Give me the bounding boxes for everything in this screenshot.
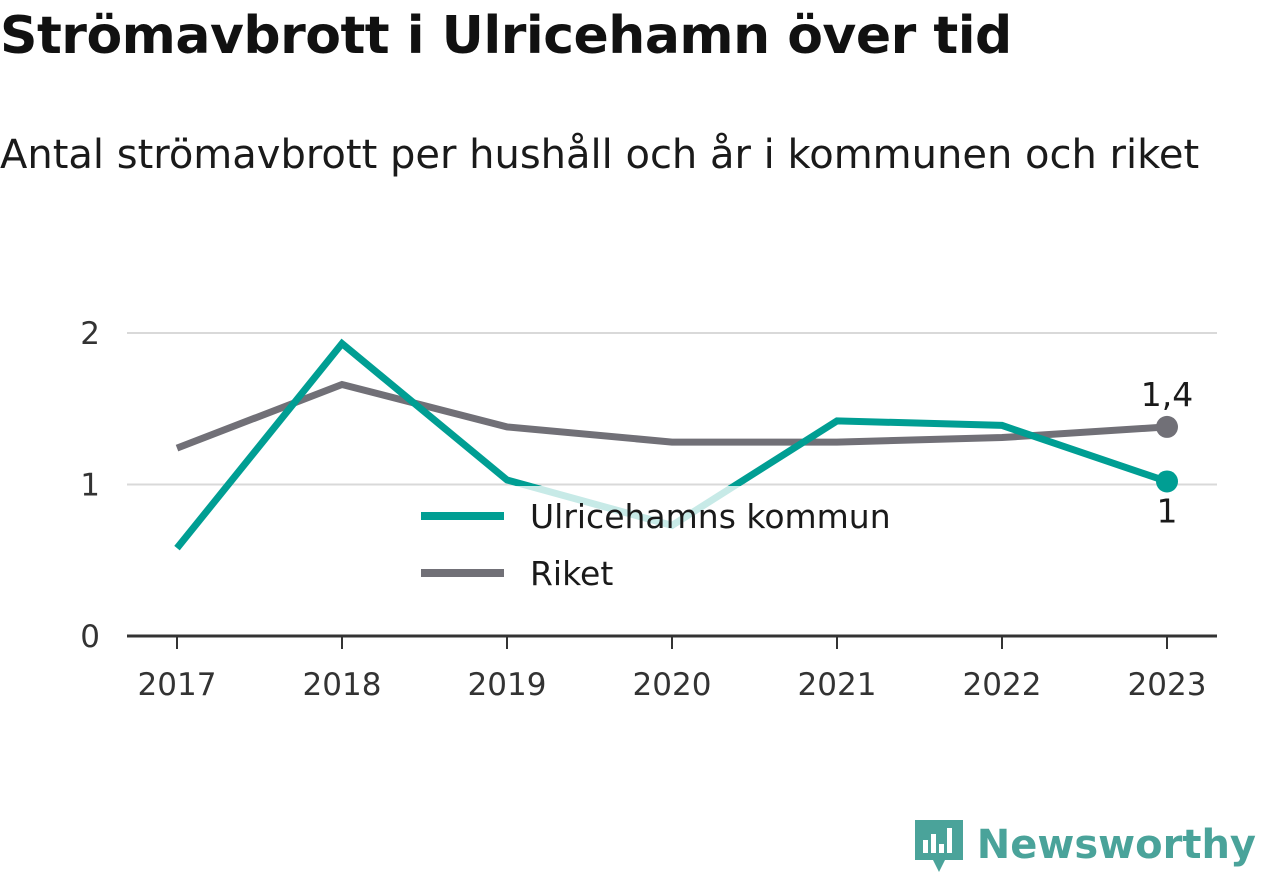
x-tick-label: 2017 [138,667,217,703]
newsworthy-logo-icon [914,820,963,872]
x-axis: 2017 2018 2019 2020 2021 2022 2023 [138,636,1207,703]
x-tick-label: 2018 [303,667,382,703]
series-line-riket [175,380,1168,452]
end-point-label: 1,4 [1141,375,1193,414]
legend: Ulricehamns kommun Riket [412,486,932,598]
legend-label: Ulricehamns kommun [530,497,891,536]
y-axis-ticks: 0 1 2 [80,316,100,655]
y-tick-label: 2 [80,316,100,352]
x-tick-label: 2022 [963,667,1042,703]
end-point-label: 1 [1157,491,1178,530]
chart-subtitle: Antal strömavbrott per hushåll och år i … [0,132,1200,178]
newsworthy-logo: Newsworthy [913,819,1256,872]
x-tick-label: 2023 [1128,667,1207,703]
legend-label: Riket [530,554,613,593]
legend-background-box [412,486,932,598]
end-point-marker [1156,470,1178,493]
y-tick-label: 0 [80,619,100,655]
x-tick-label: 2020 [633,667,712,703]
x-tick-label: 2021 [798,667,877,703]
newsworthy-logo-text: Newsworthy [976,822,1256,868]
x-tick-label: 2019 [468,667,547,703]
chart-title: Strömavbrott i Ulricehamn över tid [0,6,1012,66]
end-point-marker [1156,415,1178,438]
end-points: 11,4 [1141,375,1193,531]
y-tick-label: 1 [80,468,100,504]
